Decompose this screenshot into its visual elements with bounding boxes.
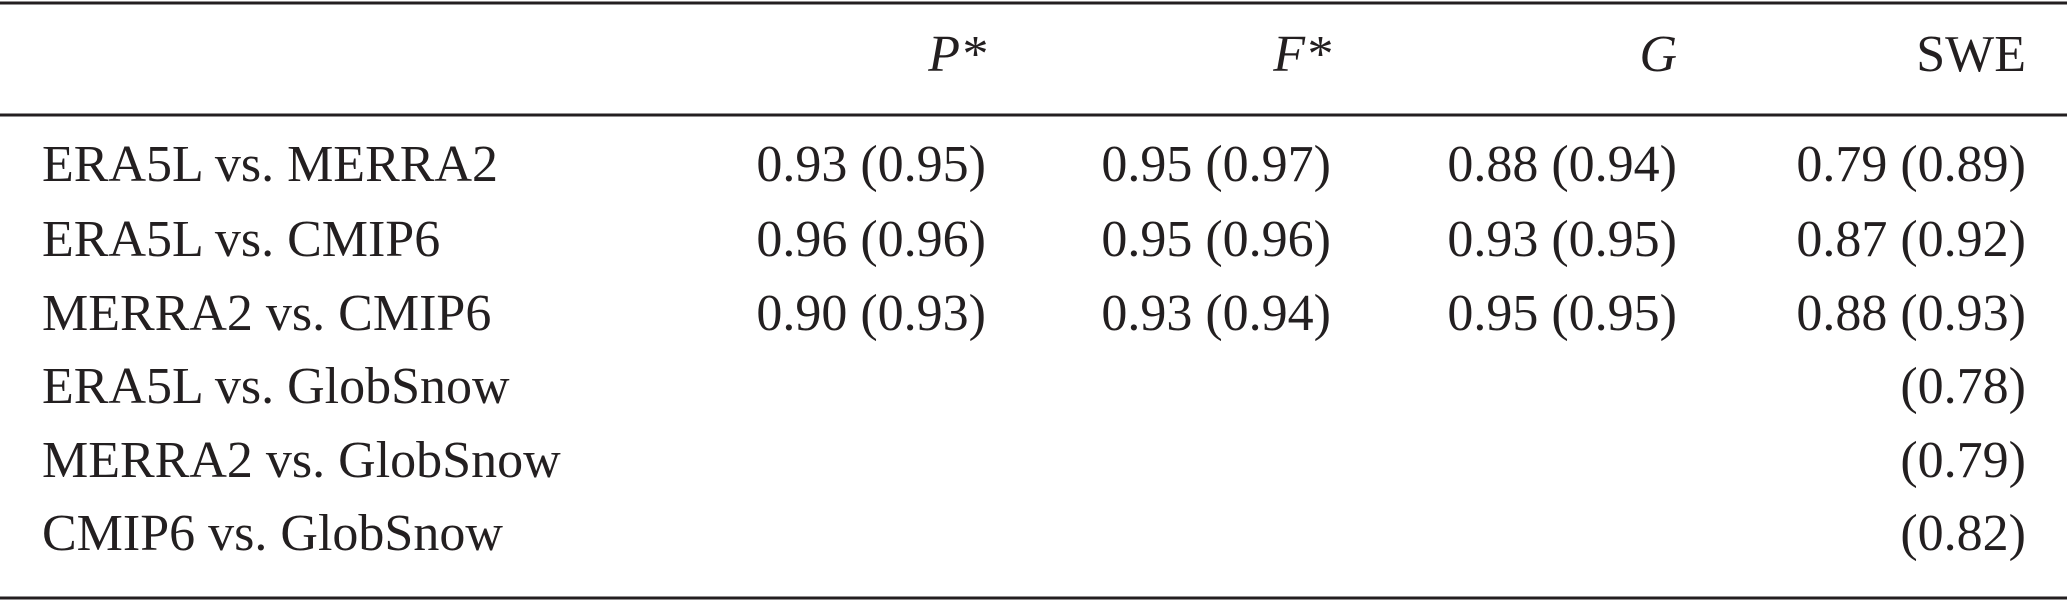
row-label: MERRA2 vs. GlobSnow: [42, 432, 561, 489]
cell: 0.95 (0.97): [1101, 136, 1331, 193]
row-label: ERA5L vs. GlobSnow: [42, 358, 510, 415]
cell: 0.95 (0.95): [1447, 285, 1677, 342]
cell: (0.78): [1900, 358, 2026, 415]
column-header: SWE: [1916, 26, 2026, 83]
cell: 0.87 (0.92): [1796, 211, 2026, 268]
cell: (0.79): [1900, 432, 2026, 489]
column-header: G: [1639, 26, 1677, 83]
cell: 0.90 (0.93): [756, 285, 986, 342]
cell: 0.88 (0.94): [1447, 136, 1677, 193]
cell: 0.93 (0.95): [756, 136, 986, 193]
row-label: ERA5L vs. CMIP6: [42, 211, 440, 268]
cell: (0.82): [1900, 505, 2026, 562]
cell: 0.88 (0.93): [1796, 285, 2026, 342]
cell: 0.93 (0.94): [1101, 285, 1331, 342]
row-label: CMIP6 vs. GlobSnow: [42, 505, 503, 562]
cell: 0.93 (0.95): [1447, 211, 1677, 268]
row-label: ERA5L vs. MERRA2: [42, 136, 498, 193]
column-header: F*: [1272, 26, 1331, 83]
column-header: P*: [927, 26, 986, 83]
row-label: MERRA2 vs. CMIP6: [42, 285, 491, 342]
cell: 0.95 (0.96): [1101, 211, 1331, 268]
cell: 0.79 (0.89): [1796, 136, 2026, 193]
cell: 0.96 (0.96): [756, 211, 986, 268]
